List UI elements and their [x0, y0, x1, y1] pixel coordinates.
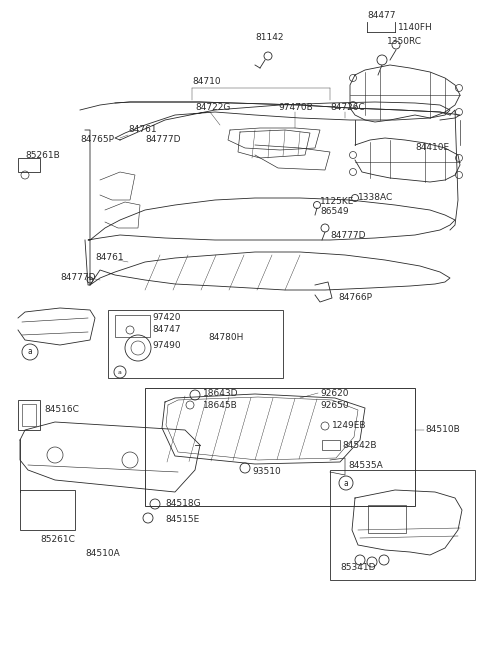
- Text: 18645B: 18645B: [203, 401, 238, 409]
- Text: 84477: 84477: [367, 10, 396, 20]
- Text: a: a: [28, 348, 32, 356]
- Bar: [145, 388, 415, 506]
- Bar: [22, 404, 36, 426]
- Text: 84761: 84761: [128, 125, 156, 134]
- Text: 1140FH: 1140FH: [398, 24, 433, 33]
- Text: 84510A: 84510A: [85, 550, 120, 558]
- Text: 84726C: 84726C: [330, 104, 365, 112]
- Bar: [368, 505, 406, 533]
- Text: 97470B: 97470B: [278, 104, 313, 112]
- Text: 84410E: 84410E: [415, 144, 449, 152]
- Text: 84518G: 84518G: [165, 499, 201, 508]
- Text: 1249EB: 1249EB: [332, 422, 367, 430]
- Text: 85341D: 85341D: [340, 564, 375, 573]
- Text: 1350RC: 1350RC: [387, 37, 422, 47]
- Bar: [108, 310, 283, 378]
- Text: 93510: 93510: [252, 468, 281, 476]
- Text: 81142: 81142: [255, 33, 284, 43]
- Text: a: a: [118, 369, 122, 375]
- Text: a: a: [344, 478, 348, 487]
- Text: 84510B: 84510B: [425, 426, 460, 434]
- Text: 97420: 97420: [152, 314, 180, 323]
- Bar: [20, 490, 75, 530]
- Text: 97490: 97490: [152, 340, 180, 350]
- Text: 84766P: 84766P: [338, 293, 372, 302]
- Text: 84777D: 84777D: [145, 136, 180, 144]
- Text: 84777D: 84777D: [330, 230, 365, 239]
- Text: 84535A: 84535A: [348, 461, 383, 470]
- Bar: [115, 315, 150, 337]
- Text: 84516C: 84516C: [44, 405, 79, 415]
- Bar: [330, 470, 475, 580]
- Bar: [322, 440, 340, 450]
- Text: 1125KE: 1125KE: [320, 197, 354, 207]
- Text: 84747: 84747: [152, 325, 180, 335]
- Text: 85261C: 85261C: [40, 535, 75, 544]
- Text: 92650: 92650: [320, 401, 348, 409]
- Text: 84765P: 84765P: [80, 136, 114, 144]
- Text: 84761: 84761: [95, 253, 124, 262]
- Text: 18643D: 18643D: [203, 388, 239, 398]
- Bar: [18, 400, 40, 430]
- Text: 92620: 92620: [320, 388, 348, 398]
- Text: 84515E: 84515E: [165, 516, 199, 525]
- Text: 84722G: 84722G: [195, 104, 230, 112]
- Text: 1338AC: 1338AC: [358, 194, 393, 203]
- Text: 84780H: 84780H: [208, 333, 243, 342]
- Text: 84777D: 84777D: [60, 274, 96, 283]
- Text: 84710: 84710: [192, 77, 221, 87]
- Text: 86549: 86549: [320, 207, 348, 216]
- Text: 85261B: 85261B: [25, 150, 60, 159]
- Bar: [18, 158, 40, 172]
- Text: 84542B: 84542B: [342, 440, 376, 449]
